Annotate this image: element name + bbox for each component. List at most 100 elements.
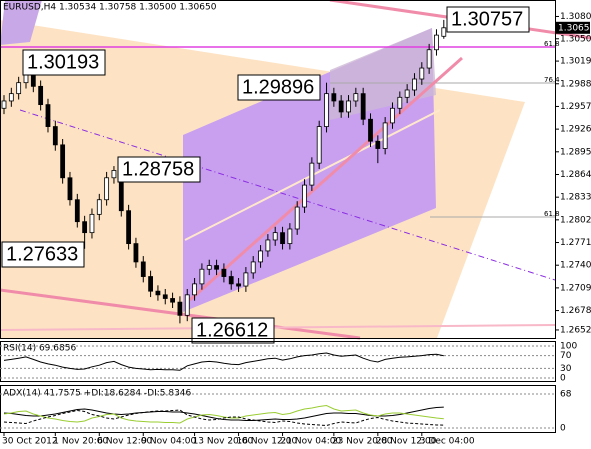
- candle-body: [192, 283, 197, 296]
- chart-title: EURUSD,H4 1.30534 1.30758 1.30500 1.3065…: [3, 3, 217, 13]
- candle-body: [243, 272, 249, 287]
- y-tick-label: 1.29265: [560, 125, 591, 135]
- candle-body: [397, 96, 403, 109]
- adx-frame: [0, 385, 556, 433]
- price-panel: [1, 19, 447, 324]
- candle-body: [228, 276, 234, 285]
- candle-body: [382, 122, 388, 149]
- x-tick-label: 13 Nov 20:00: [193, 437, 254, 447]
- x-tick-label: 21 Nov 04:00: [281, 437, 342, 447]
- y-tick-label: 1.28335: [560, 193, 591, 203]
- y-tick-label: 1.29885: [560, 79, 591, 89]
- candle-body: [316, 126, 322, 164]
- candle-body: [96, 199, 102, 215]
- candle-body: [280, 232, 285, 245]
- candle-body: [331, 93, 337, 102]
- y-tick-label: 1.27095: [560, 283, 591, 293]
- candle-body: [162, 294, 168, 299]
- candle-body: [324, 93, 329, 127]
- current-price-label: 1.30650: [558, 23, 591, 33]
- candle-body: [148, 276, 154, 292]
- candle-body: [1, 100, 7, 109]
- x-tick-label: 28 Nov 12:00: [376, 437, 437, 447]
- x-tick-label: 9 Nov 04:00: [141, 437, 196, 447]
- y-tick-label: 1.27715: [560, 238, 591, 248]
- candle-body: [74, 199, 80, 223]
- candle-body: [287, 228, 293, 245]
- candle-body: [155, 290, 161, 296]
- price-frame: [0, 0, 556, 339]
- current-price-box: [556, 21, 590, 34]
- candle-body: [104, 177, 110, 201]
- y-tick-label: 68: [560, 390, 572, 400]
- y-tick-label: 70: [560, 351, 572, 361]
- candle-body: [38, 85, 44, 106]
- candle-body: [140, 261, 146, 277]
- fib-label: 61.8: [544, 210, 560, 218]
- y-tick-label: 1.27405: [560, 261, 591, 271]
- candle-body: [441, 27, 447, 37]
- annotation-box: [22, 49, 106, 76]
- wedge-fill: [0, 0, 42, 45]
- candle-body: [258, 250, 263, 263]
- trend-line: [19, 109, 556, 281]
- candle-body: [60, 144, 66, 179]
- y-tick-label: 30: [560, 364, 572, 374]
- annotation-box: [446, 6, 530, 33]
- y-tick-label: 1.28645: [560, 170, 591, 180]
- candle-body: [346, 100, 351, 113]
- candle-body: [133, 243, 139, 263]
- x-tick-label: 3 Dec 04:00: [420, 437, 475, 447]
- y-tick-label: 100: [560, 342, 577, 352]
- candle-body: [16, 82, 22, 95]
- candle-body: [177, 301, 183, 316]
- candle-body: [236, 283, 241, 287]
- indicator-line: [3, 409, 444, 427]
- candle-body: [265, 239, 271, 252]
- candle-body: [272, 232, 278, 241]
- annotation-box: [117, 156, 201, 183]
- candle-body: [8, 93, 14, 102]
- candle-body: [170, 298, 175, 303]
- candle-body: [206, 265, 212, 270]
- candle-body: [426, 49, 432, 69]
- x-tick-label: 23 Nov 20:00: [332, 437, 393, 447]
- candle-body: [375, 140, 381, 149]
- annotation: 1.28758: [122, 158, 194, 180]
- candle-body: [309, 162, 315, 186]
- trend-line: [0, 324, 556, 331]
- candle-body: [111, 170, 117, 179]
- candle-body: [294, 206, 300, 230]
- candle-body: [404, 89, 410, 98]
- annotation: 1.29896: [242, 76, 314, 98]
- fib-label: 76.4: [544, 76, 560, 84]
- x-tick-label: 16 Nov 12:00: [237, 437, 298, 447]
- x-tick-label: 6 Nov 12:00: [97, 437, 152, 447]
- annotation: 1.27633: [6, 243, 78, 265]
- candle-body: [67, 177, 73, 201]
- annotation-box: [1, 241, 85, 268]
- annotation: 1.30193: [27, 51, 99, 73]
- x-tick-label: 30 Oct 2012: [2, 437, 58, 447]
- y-tick-label: 1.26520: [560, 325, 591, 335]
- y-tick-label: 1.26785: [560, 306, 591, 316]
- candle-body: [434, 34, 439, 51]
- x-tick-label: 1 Nov 20:00: [53, 437, 108, 447]
- indicator-line: [3, 404, 444, 424]
- y-tick-label: 1.28955: [560, 147, 591, 157]
- indicator-line: [3, 352, 444, 371]
- candle-body: [419, 67, 425, 80]
- annotation-box: [237, 74, 321, 101]
- y-tick-label: 1.30195: [560, 57, 591, 67]
- candle-body: [412, 78, 417, 91]
- candle-body: [353, 93, 359, 102]
- candle-body: [390, 107, 395, 124]
- candle-body: [360, 93, 366, 120]
- rsi-title: RSI(14) 69.6856: [3, 344, 76, 354]
- candle-body: [89, 213, 95, 234]
- candle-body: [184, 294, 190, 316]
- candle-body: [250, 261, 256, 274]
- candle-body: [82, 221, 88, 234]
